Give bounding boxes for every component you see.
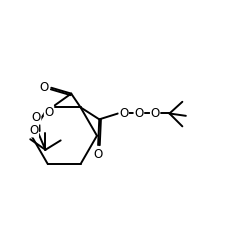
Text: O: O (44, 106, 54, 120)
Text: O: O (32, 111, 41, 124)
Text: O: O (40, 81, 49, 94)
Text: O: O (119, 106, 128, 120)
Text: O: O (151, 106, 160, 120)
Text: O: O (29, 124, 38, 137)
Text: O: O (134, 106, 144, 120)
Text: O: O (93, 148, 103, 161)
